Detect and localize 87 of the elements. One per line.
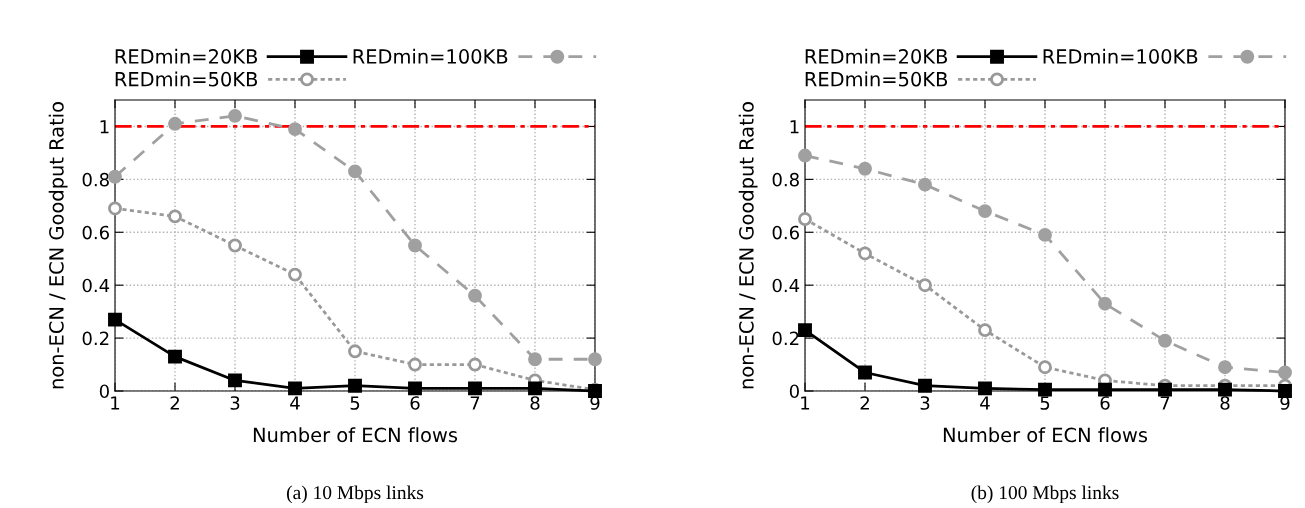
- x-tick-label: 5: [350, 396, 360, 410]
- x-tick-label: 8: [1220, 396, 1230, 410]
- y-tick-label: 1: [100, 120, 109, 134]
- point: [168, 116, 182, 131]
- x-tick-label: 4: [980, 396, 990, 410]
- x-tick-label: 4: [290, 396, 300, 410]
- legend-label: REDmin=50KB: [115, 71, 258, 87]
- legend-label: REDmin=50KB: [805, 71, 948, 87]
- point: [228, 373, 242, 388]
- point: [1158, 333, 1172, 348]
- point: [108, 312, 122, 327]
- x-tick-label: 7: [470, 396, 480, 410]
- point: [348, 164, 362, 179]
- y-tick-label: 0.8: [772, 172, 799, 187]
- point: [288, 122, 302, 137]
- point: [1038, 360, 1052, 375]
- legend-label: REDmin=20KB: [115, 48, 258, 64]
- point: [288, 267, 302, 282]
- y-tick-label: 0.2: [82, 331, 109, 346]
- x-tick-label: 8: [530, 396, 540, 410]
- point: [978, 323, 992, 338]
- point: [858, 161, 872, 176]
- point: [468, 357, 482, 372]
- x-tick-label: 6: [410, 396, 420, 410]
- point: [468, 288, 482, 303]
- point: [528, 352, 542, 367]
- point: [918, 378, 932, 393]
- x-tick-label: 1: [801, 396, 810, 410]
- point: [168, 349, 182, 364]
- point: [288, 381, 302, 396]
- point: [408, 357, 422, 372]
- point: [978, 204, 992, 219]
- y-tick-label: 0: [789, 384, 799, 399]
- y-tick-label: 0.4: [772, 278, 800, 293]
- point: [1098, 296, 1112, 311]
- point: [918, 278, 932, 293]
- point: [1218, 382, 1232, 397]
- point: [918, 177, 932, 192]
- point: [1218, 360, 1232, 375]
- legend-label: REDmin=20KB: [805, 48, 948, 64]
- y-tick-label: 0.6: [772, 225, 799, 240]
- x-tick-label: 3: [920, 396, 930, 410]
- x-tick-label: 2: [170, 396, 179, 410]
- point: [798, 148, 812, 163]
- point: [1158, 382, 1172, 397]
- point: [1278, 384, 1292, 398]
- point: [348, 344, 362, 359]
- point: [1278, 365, 1292, 380]
- point: [798, 323, 812, 338]
- y-axis-title: non-ECN / ECN Goodput Ratio: [48, 102, 68, 389]
- point: [108, 201, 122, 216]
- text: (b) 100 Mbps links: [971, 485, 1119, 504]
- point: [408, 238, 422, 253]
- legend-label: REDmin=100KB: [353, 48, 508, 64]
- x-tick-label: 6: [1100, 396, 1110, 410]
- point: [978, 381, 992, 396]
- y-tick-label: 0.8: [82, 172, 109, 187]
- point: [1038, 382, 1052, 397]
- y-tick-label: 0: [99, 384, 109, 399]
- point: [1098, 382, 1112, 397]
- point: [1038, 227, 1052, 242]
- point: [468, 381, 482, 396]
- point: [858, 246, 872, 261]
- point: [228, 238, 242, 253]
- point: [528, 381, 542, 396]
- x-tick-label: 3: [230, 396, 240, 410]
- x-tick-label: 5: [1040, 396, 1050, 410]
- point: [798, 212, 812, 226]
- point: [408, 381, 422, 396]
- x-tick-label: 1: [111, 396, 120, 410]
- y-tick-label: 0.4: [82, 278, 110, 293]
- y-tick-label: 1: [790, 120, 799, 134]
- point: [348, 378, 362, 393]
- point: [108, 169, 122, 184]
- x-axis-title: Number of ECN flows: [253, 427, 458, 443]
- point: [588, 352, 602, 367]
- text: (a) 10 Mbps links: [286, 485, 424, 504]
- point: [228, 108, 242, 123]
- point: [168, 209, 182, 224]
- legend-label: REDmin=100KB: [1043, 48, 1198, 64]
- x-tick-label: 7: [1160, 396, 1170, 410]
- x-axis-title: Number of ECN flows: [943, 427, 1148, 443]
- y-tick-label: 0.2: [772, 331, 799, 346]
- x-tick-label: 2: [860, 396, 869, 410]
- y-tick-label: 0.6: [82, 225, 109, 240]
- y-axis-title: non-ECN / ECN Goodput Ratio: [738, 102, 758, 389]
- point: [858, 365, 872, 380]
